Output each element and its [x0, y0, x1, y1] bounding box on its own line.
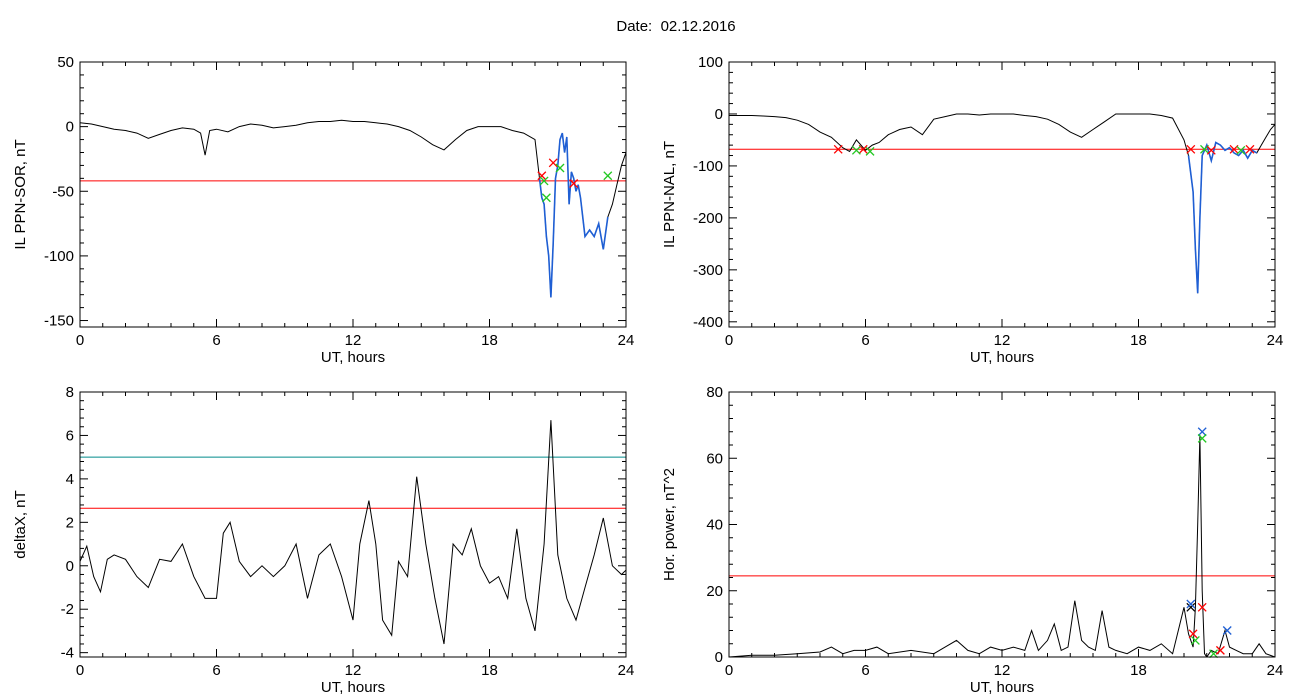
x-tick-label: 6	[212, 662, 220, 679]
marker-point	[541, 193, 551, 203]
x-tick-label: 24	[1267, 332, 1284, 349]
y-tick-label: -100	[44, 248, 74, 265]
panel-il-nal: 0 6 12 18 24 -400 -300 -200 -100 0 100 UT, hours IL …	[661, 54, 1283, 366]
y-tick-label: -50	[52, 183, 74, 200]
y-tick-label: 20	[706, 583, 723, 600]
date-value: 02.12.2016	[660, 18, 736, 35]
marker-point	[603, 171, 613, 181]
marker-point	[1186, 602, 1196, 612]
x-tick-label: 0	[76, 332, 84, 349]
y-axis-title: IL PPN-NAL, nT	[661, 141, 678, 248]
marker-point	[1197, 427, 1207, 437]
x-tick-label: 24	[1267, 662, 1284, 679]
y-tick-label: 100	[698, 54, 723, 71]
marker-point	[555, 163, 565, 173]
x-tick-label: 18	[1130, 332, 1147, 349]
x-tick-label: 0	[725, 662, 733, 679]
marker-point	[1186, 144, 1196, 154]
y-tick-label: -4	[61, 645, 74, 662]
y-tick-label: -400	[693, 314, 723, 331]
marker-point	[865, 146, 875, 156]
x-axis-title: UT, hours	[970, 679, 1034, 696]
marker-point	[569, 179, 579, 188]
panel-hor-power: 0 6 12 18 24 0 20 40 60 80 UT, hours Hor. power, nT…	[661, 384, 1283, 696]
x-axis-title: UT, hours	[321, 679, 385, 696]
y-tick-label: 50	[57, 54, 74, 71]
y-tick-label: 4	[66, 471, 74, 488]
y-tick-label: 80	[706, 384, 723, 401]
y-axis-title: Hor. power, nT^2	[661, 468, 678, 581]
x-axis-title: UT, hours	[970, 349, 1034, 366]
plot-frame	[728, 391, 1276, 658]
y-tick-label: -300	[693, 262, 723, 279]
y-axis-title: deltaX, nT	[12, 490, 29, 558]
x-tick-label: 6	[861, 332, 869, 349]
x-tick-label: 0	[76, 662, 84, 679]
x-tick-label: 18	[481, 332, 498, 349]
x-tick-label: 6	[212, 332, 220, 349]
date-label: Date:	[616, 18, 653, 35]
y-tick-label: -200	[693, 210, 723, 227]
y-tick-label: 60	[706, 450, 723, 467]
series-line	[729, 435, 1275, 657]
x-tick-label: 0	[725, 332, 733, 349]
marker-point	[1236, 145, 1246, 155]
marker-point	[1245, 144, 1255, 154]
x-tick-label: 12	[345, 662, 362, 679]
marker-point	[1197, 602, 1207, 612]
x-tick-label: 18	[1130, 662, 1147, 679]
y-tick-label: 6	[66, 427, 74, 444]
x-tick-label: 6	[861, 662, 869, 679]
y-tick-label: -100	[693, 158, 723, 175]
x-axis-title: UT, hours	[321, 349, 385, 366]
y-tick-label: 0	[715, 649, 723, 666]
panel-il-sor: 0 6 12 18 24 -150 -100 -50 0 50 UT, hours IL PPN-SO…	[12, 54, 634, 366]
marker-point	[1190, 635, 1200, 645]
y-tick-label: 0	[66, 119, 74, 136]
marker-point	[539, 176, 549, 186]
marker-point	[1197, 433, 1207, 443]
marker-point	[1188, 629, 1198, 639]
marker-point	[1222, 626, 1232, 635]
marker-point	[1186, 599, 1196, 609]
highlight-series-line	[538, 132, 609, 298]
y-tick-label: -2	[61, 601, 74, 618]
marker-point	[537, 171, 547, 181]
x-tick-label: 12	[994, 332, 1011, 349]
marker-point	[851, 145, 861, 155]
marker-point	[1215, 645, 1225, 655]
y-axis-title: IL PPN-SOR, nT	[12, 139, 29, 249]
x-tick-label: 24	[618, 662, 635, 679]
y-tick-label: 40	[706, 517, 723, 534]
x-tick-label: 18	[481, 662, 498, 679]
marker-point	[548, 158, 558, 168]
series-line	[80, 420, 626, 645]
y-tick-label: 2	[66, 514, 74, 531]
marker-point	[1209, 649, 1219, 659]
marker-point	[833, 144, 843, 154]
y-tick-label: -150	[44, 313, 74, 330]
marker-point	[1206, 145, 1216, 155]
x-tick-label: 12	[345, 332, 362, 349]
highlight-series-line	[1187, 141, 1258, 294]
y-tick-label: 8	[66, 384, 74, 401]
y-tick-label: 0	[715, 106, 723, 123]
x-tick-label: 12	[994, 662, 1011, 679]
plot-frame	[79, 61, 627, 328]
y-tick-label: 0	[66, 558, 74, 575]
date-title: Date: 02.12.2016	[0, 18, 1300, 35]
x-tick-label: 24	[618, 332, 635, 349]
